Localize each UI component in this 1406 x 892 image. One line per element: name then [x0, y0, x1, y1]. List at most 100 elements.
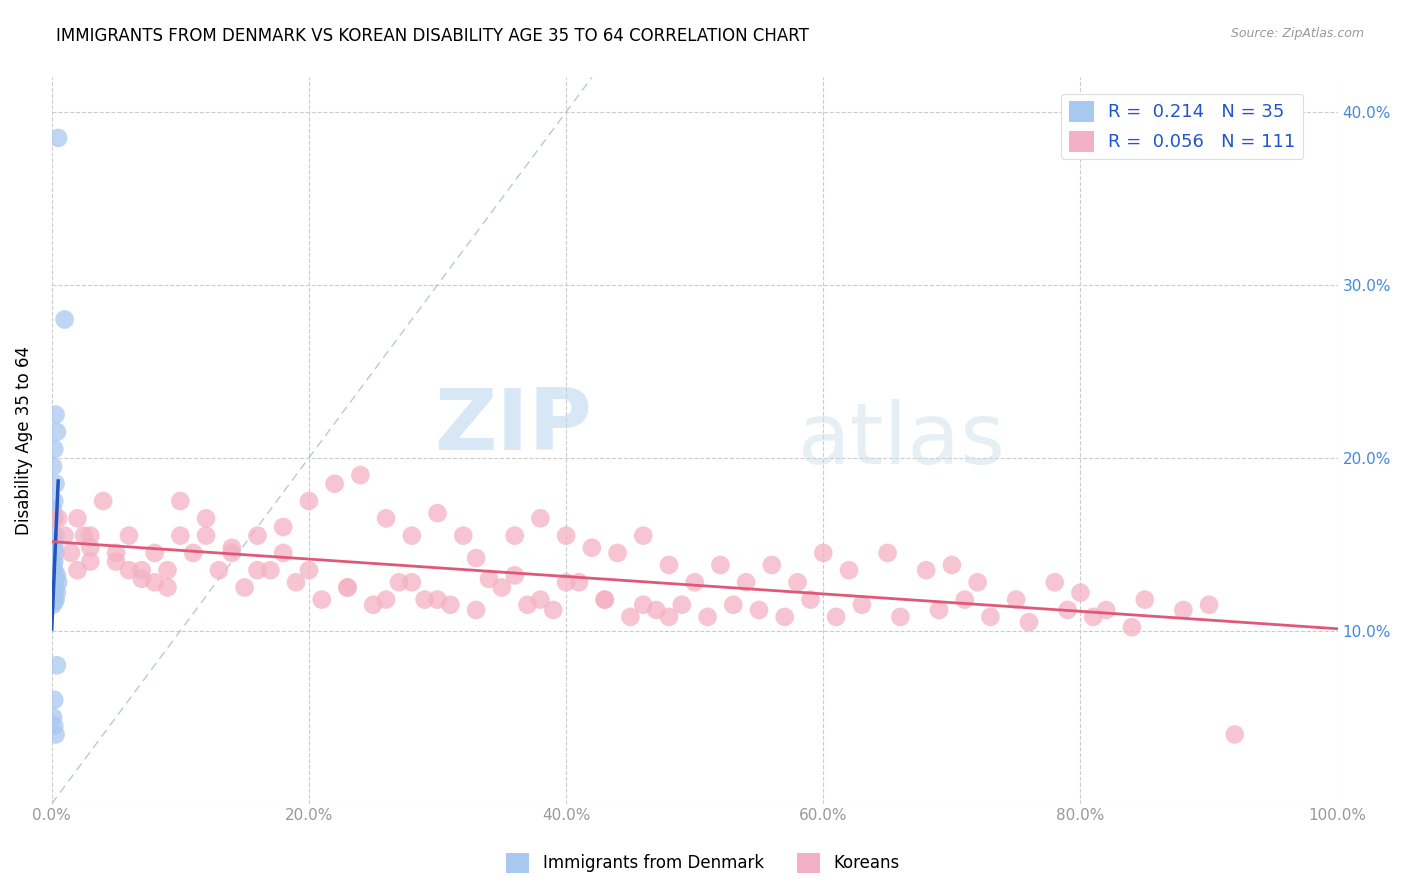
Point — [45, 658, 67, 673]
Point — [156, 563, 179, 577]
Point — [1005, 592, 1028, 607]
Point — [44, 555, 66, 569]
Point — [633, 528, 655, 542]
Point — [181, 546, 204, 560]
Point — [336, 581, 359, 595]
Point — [42, 577, 65, 591]
Point — [44, 494, 66, 508]
Point — [1095, 603, 1118, 617]
Point — [156, 581, 179, 595]
Point — [401, 575, 423, 590]
Point — [696, 610, 718, 624]
Point — [45, 727, 67, 741]
Point — [723, 598, 745, 612]
Point — [491, 581, 513, 595]
Point — [451, 528, 474, 542]
Point — [683, 575, 706, 590]
Point — [606, 546, 628, 560]
Point — [45, 581, 67, 595]
Point — [516, 598, 538, 612]
Point — [388, 575, 411, 590]
Point — [169, 494, 191, 508]
Point — [709, 558, 731, 572]
Point — [143, 575, 166, 590]
Point — [825, 610, 848, 624]
Point — [259, 563, 281, 577]
Point — [44, 693, 66, 707]
Point — [79, 528, 101, 542]
Point — [748, 603, 770, 617]
Point — [1083, 610, 1105, 624]
Point — [813, 546, 835, 560]
Point — [271, 520, 294, 534]
Point — [658, 610, 681, 624]
Point — [426, 506, 449, 520]
Point — [46, 131, 69, 145]
Point — [45, 568, 67, 582]
Point — [915, 563, 938, 577]
Point — [44, 594, 66, 608]
Point — [42, 533, 65, 548]
Point — [42, 459, 65, 474]
Point — [233, 581, 256, 595]
Point — [66, 563, 89, 577]
Text: atlas: atlas — [797, 399, 1005, 482]
Point — [208, 563, 231, 577]
Point — [45, 425, 67, 439]
Point — [465, 603, 488, 617]
Point — [298, 494, 321, 508]
Point — [426, 592, 449, 607]
Point — [298, 563, 321, 577]
Point — [966, 575, 988, 590]
Point — [131, 563, 153, 577]
Point — [131, 572, 153, 586]
Point — [73, 528, 96, 542]
Point — [105, 555, 128, 569]
Point — [979, 610, 1001, 624]
Point — [42, 598, 65, 612]
Point — [311, 592, 333, 607]
Point — [593, 592, 616, 607]
Point — [633, 598, 655, 612]
Point — [503, 528, 526, 542]
Point — [645, 603, 668, 617]
Point — [46, 511, 69, 525]
Point — [169, 528, 191, 542]
Point — [42, 502, 65, 516]
Point — [45, 572, 67, 586]
Point — [465, 551, 488, 566]
Point — [529, 592, 551, 607]
Point — [44, 563, 66, 577]
Point — [568, 575, 591, 590]
Text: Source: ZipAtlas.com: Source: ZipAtlas.com — [1230, 27, 1364, 40]
Point — [735, 575, 758, 590]
Point — [889, 610, 911, 624]
Point — [45, 476, 67, 491]
Point — [953, 592, 976, 607]
Point — [413, 592, 436, 607]
Point — [1069, 585, 1091, 599]
Point — [44, 587, 66, 601]
Text: IMMIGRANTS FROM DENMARK VS KOREAN DISABILITY AGE 35 TO 64 CORRELATION CHART: IMMIGRANTS FROM DENMARK VS KOREAN DISABI… — [56, 27, 808, 45]
Point — [581, 541, 603, 555]
Point — [118, 528, 141, 542]
Point — [45, 408, 67, 422]
Point — [44, 442, 66, 457]
Point — [42, 710, 65, 724]
Point — [45, 592, 67, 607]
Text: ZIP: ZIP — [434, 384, 592, 467]
Point — [285, 575, 308, 590]
Point — [195, 511, 218, 525]
Point — [336, 581, 359, 595]
Point — [876, 546, 898, 560]
Point — [773, 610, 796, 624]
Point — [195, 528, 218, 542]
Point — [349, 468, 371, 483]
Point — [44, 541, 66, 555]
Point — [1223, 727, 1246, 741]
Point — [361, 598, 384, 612]
Point — [221, 546, 243, 560]
Point — [246, 563, 269, 577]
Point — [375, 592, 398, 607]
Point — [45, 546, 67, 560]
